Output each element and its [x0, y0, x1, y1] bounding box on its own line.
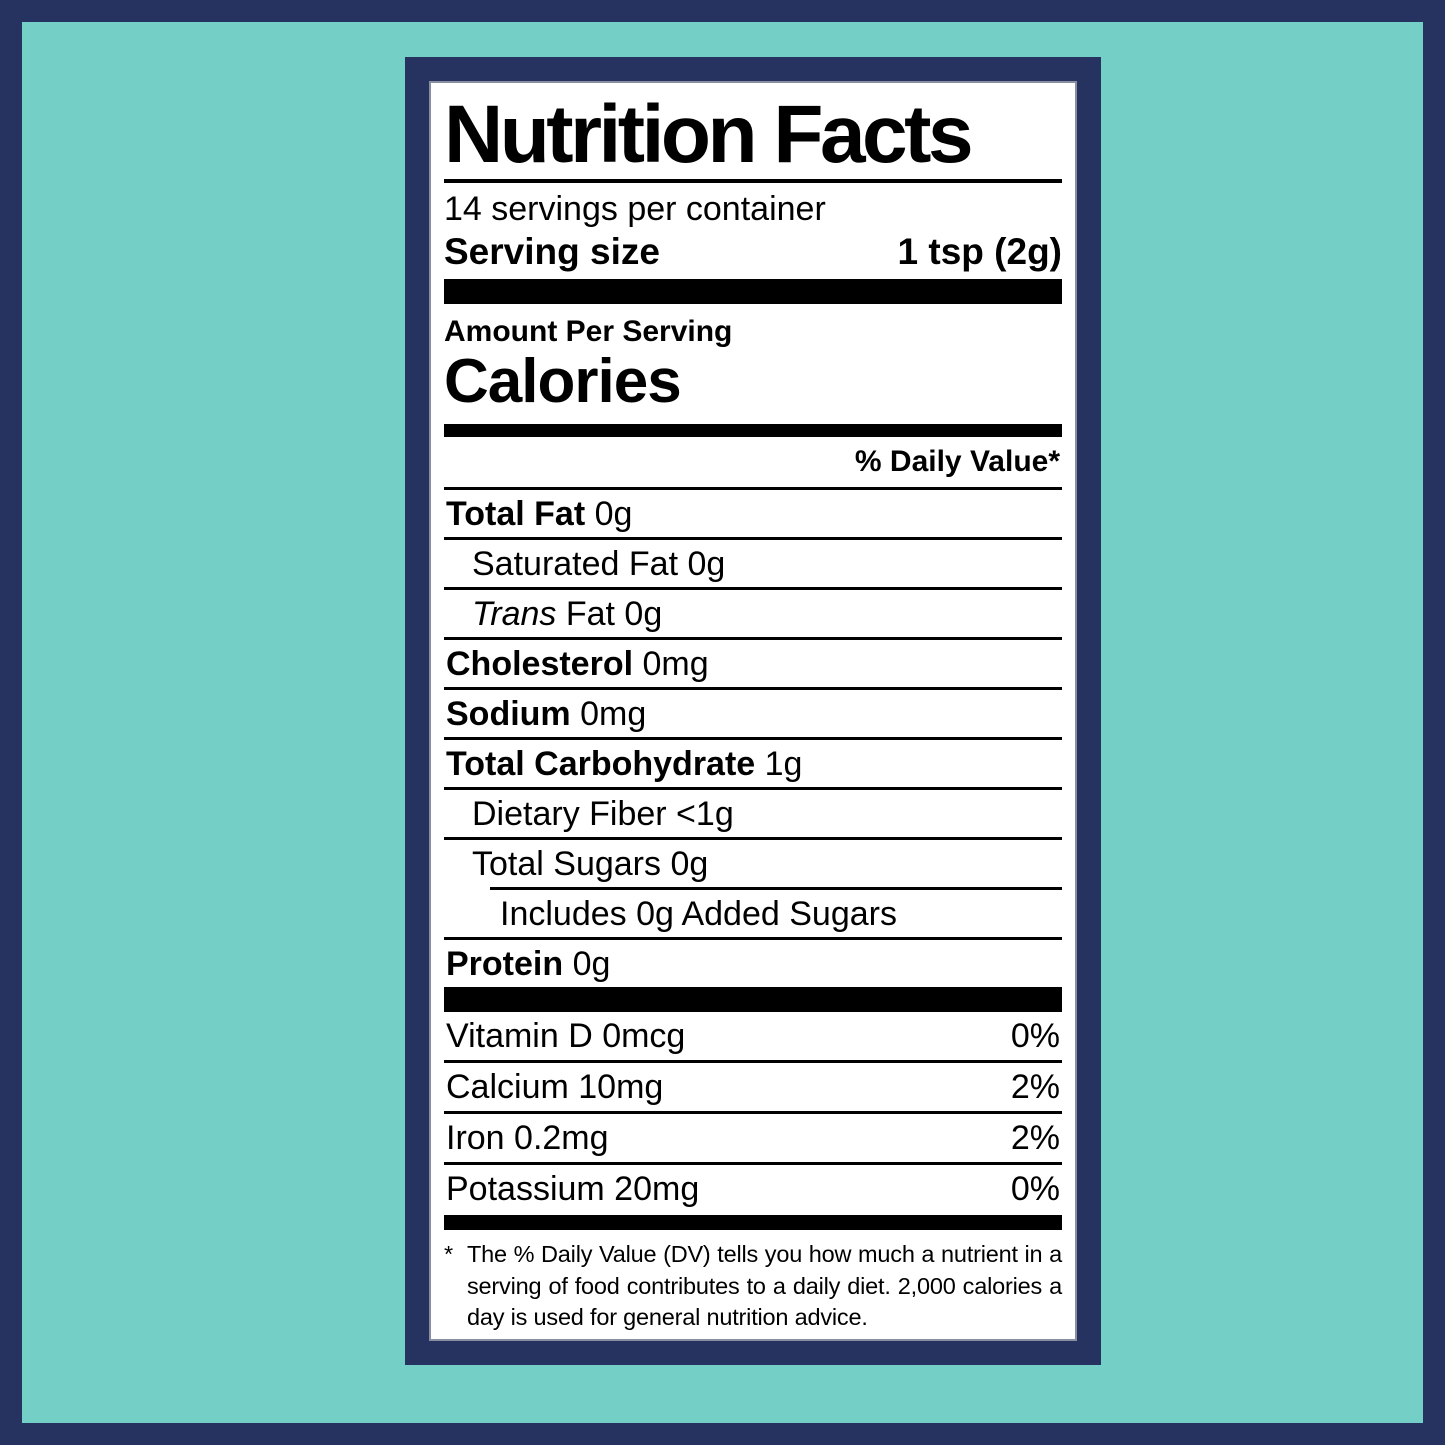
nutrient-text: 0g: [585, 495, 633, 534]
nutrient-text: Sodium: [446, 695, 571, 734]
separator-rule: [444, 837, 1062, 841]
serving-size-row: Serving size 1 tsp (2g): [444, 233, 1062, 270]
nutrient-row: Sodium 0mg: [444, 690, 1062, 737]
vitamin-name: Iron 0.2mg: [446, 1119, 609, 1158]
vitamin-name: Calcium 10mg: [446, 1068, 664, 1107]
nutrient-row: Cholesterol 0mg: [444, 640, 1062, 687]
amount-per-serving-label: Amount Per Serving: [444, 315, 733, 349]
nutrient-text: Includes 0g Added Sugars: [500, 895, 897, 934]
nutrient-rows-section: Total Fat 0g Saturated Fat 0g Trans Fat 0g…: [444, 490, 1062, 987]
nutrient-text: Fat 0g: [556, 595, 663, 634]
label-frame: Nutrition Facts 14 servings per containe…: [405, 57, 1101, 1365]
nutrient-text: Protein: [446, 945, 564, 984]
label-title: Nutrition Facts: [444, 89, 974, 180]
vitamin-row: Calcium 10mg 2%: [444, 1063, 1062, 1111]
nutrient-text: Dietary Fiber <1g: [472, 795, 734, 834]
vitamin-daily-value: 0%: [1010, 1017, 1060, 1056]
nutrient-row: Total Sugars 0g: [444, 840, 1062, 887]
separator-rule: [444, 937, 1062, 941]
thick-divider-bar: [444, 987, 1062, 1013]
nutrient-row: Trans Fat 0g: [444, 590, 1062, 637]
nutrient-text: Trans: [472, 595, 557, 634]
footnote-asterisk: *: [444, 1241, 453, 1268]
footnote: * The % Daily Value (DV) tells you how m…: [444, 1239, 1062, 1333]
medium-divider-bar: [444, 424, 1062, 438]
vitamin-name: Vitamin D 0mcg: [446, 1017, 686, 1056]
separator-rule: [444, 1162, 1062, 1166]
nutrition-facts-label: Nutrition Facts 14 servings per containe…: [429, 81, 1077, 1341]
vitamin-row: Iron 0.2mg 2%: [444, 1114, 1062, 1162]
nutrient-row: Total Carbohydrate 1g: [444, 740, 1062, 787]
vitamin-daily-value: 2%: [1010, 1068, 1060, 1107]
vitamin-row: Potassium 20mg 0%: [444, 1165, 1062, 1213]
nutrient-text: 0g: [563, 945, 611, 984]
nutrient-row: Includes 0g Added Sugars: [444, 890, 1062, 937]
separator-rule: [444, 687, 1062, 691]
serving-size-label: Serving size: [444, 231, 660, 273]
title-rule: [444, 179, 1062, 184]
servings-per-container: 14 servings per container: [444, 190, 826, 229]
daily-value-header: % Daily Value*: [444, 437, 1062, 491]
vitamin-rows-section: Vitamin D 0mcg 0% Calcium 10mg 2% Iron 0.2mg…: [444, 1012, 1062, 1213]
serving-size-value: 1 tsp (2g): [897, 231, 1062, 273]
vitamin-name: Potassium 20mg: [446, 1170, 700, 1209]
separator-rule: [444, 537, 1062, 541]
separator-rule: [444, 737, 1062, 741]
separator-rule: [444, 637, 1062, 641]
thick-divider-bar: [444, 279, 1062, 305]
vitamin-daily-value: 0%: [1010, 1170, 1060, 1209]
separator-rule: [444, 787, 1062, 791]
separator-rule: [444, 1111, 1062, 1115]
vitamin-row: Vitamin D 0mcg 0%: [444, 1012, 1062, 1060]
nutrient-text: 1g: [755, 745, 803, 784]
footnote-text: The % Daily Value (DV) tells you how muc…: [467, 1241, 1062, 1330]
separator-rule: [444, 587, 1062, 591]
nutrient-text: Total Sugars 0g: [472, 845, 709, 884]
small-divider-bar: [444, 1215, 1062, 1231]
nutrient-text: Cholesterol: [446, 645, 634, 684]
nutrient-text: Total Fat: [446, 495, 586, 534]
nutrient-text: 0mg: [570, 695, 647, 734]
nutrient-row: Dietary Fiber <1g: [444, 790, 1062, 837]
nutrient-row: Total Fat 0g: [444, 490, 1062, 537]
nutrient-text: Saturated Fat 0g: [472, 545, 726, 584]
vitamin-daily-value: 2%: [1010, 1119, 1060, 1158]
nutrient-text: 0mg: [633, 645, 709, 684]
separator-rule: [490, 887, 1062, 891]
nutrient-row: Saturated Fat 0g: [444, 540, 1062, 587]
calories-label: Calories: [444, 347, 682, 417]
nutrient-text: Total Carbohydrate: [446, 745, 756, 784]
nutrient-row: Protein 0g: [444, 940, 1062, 987]
separator-rule: [444, 1060, 1062, 1064]
